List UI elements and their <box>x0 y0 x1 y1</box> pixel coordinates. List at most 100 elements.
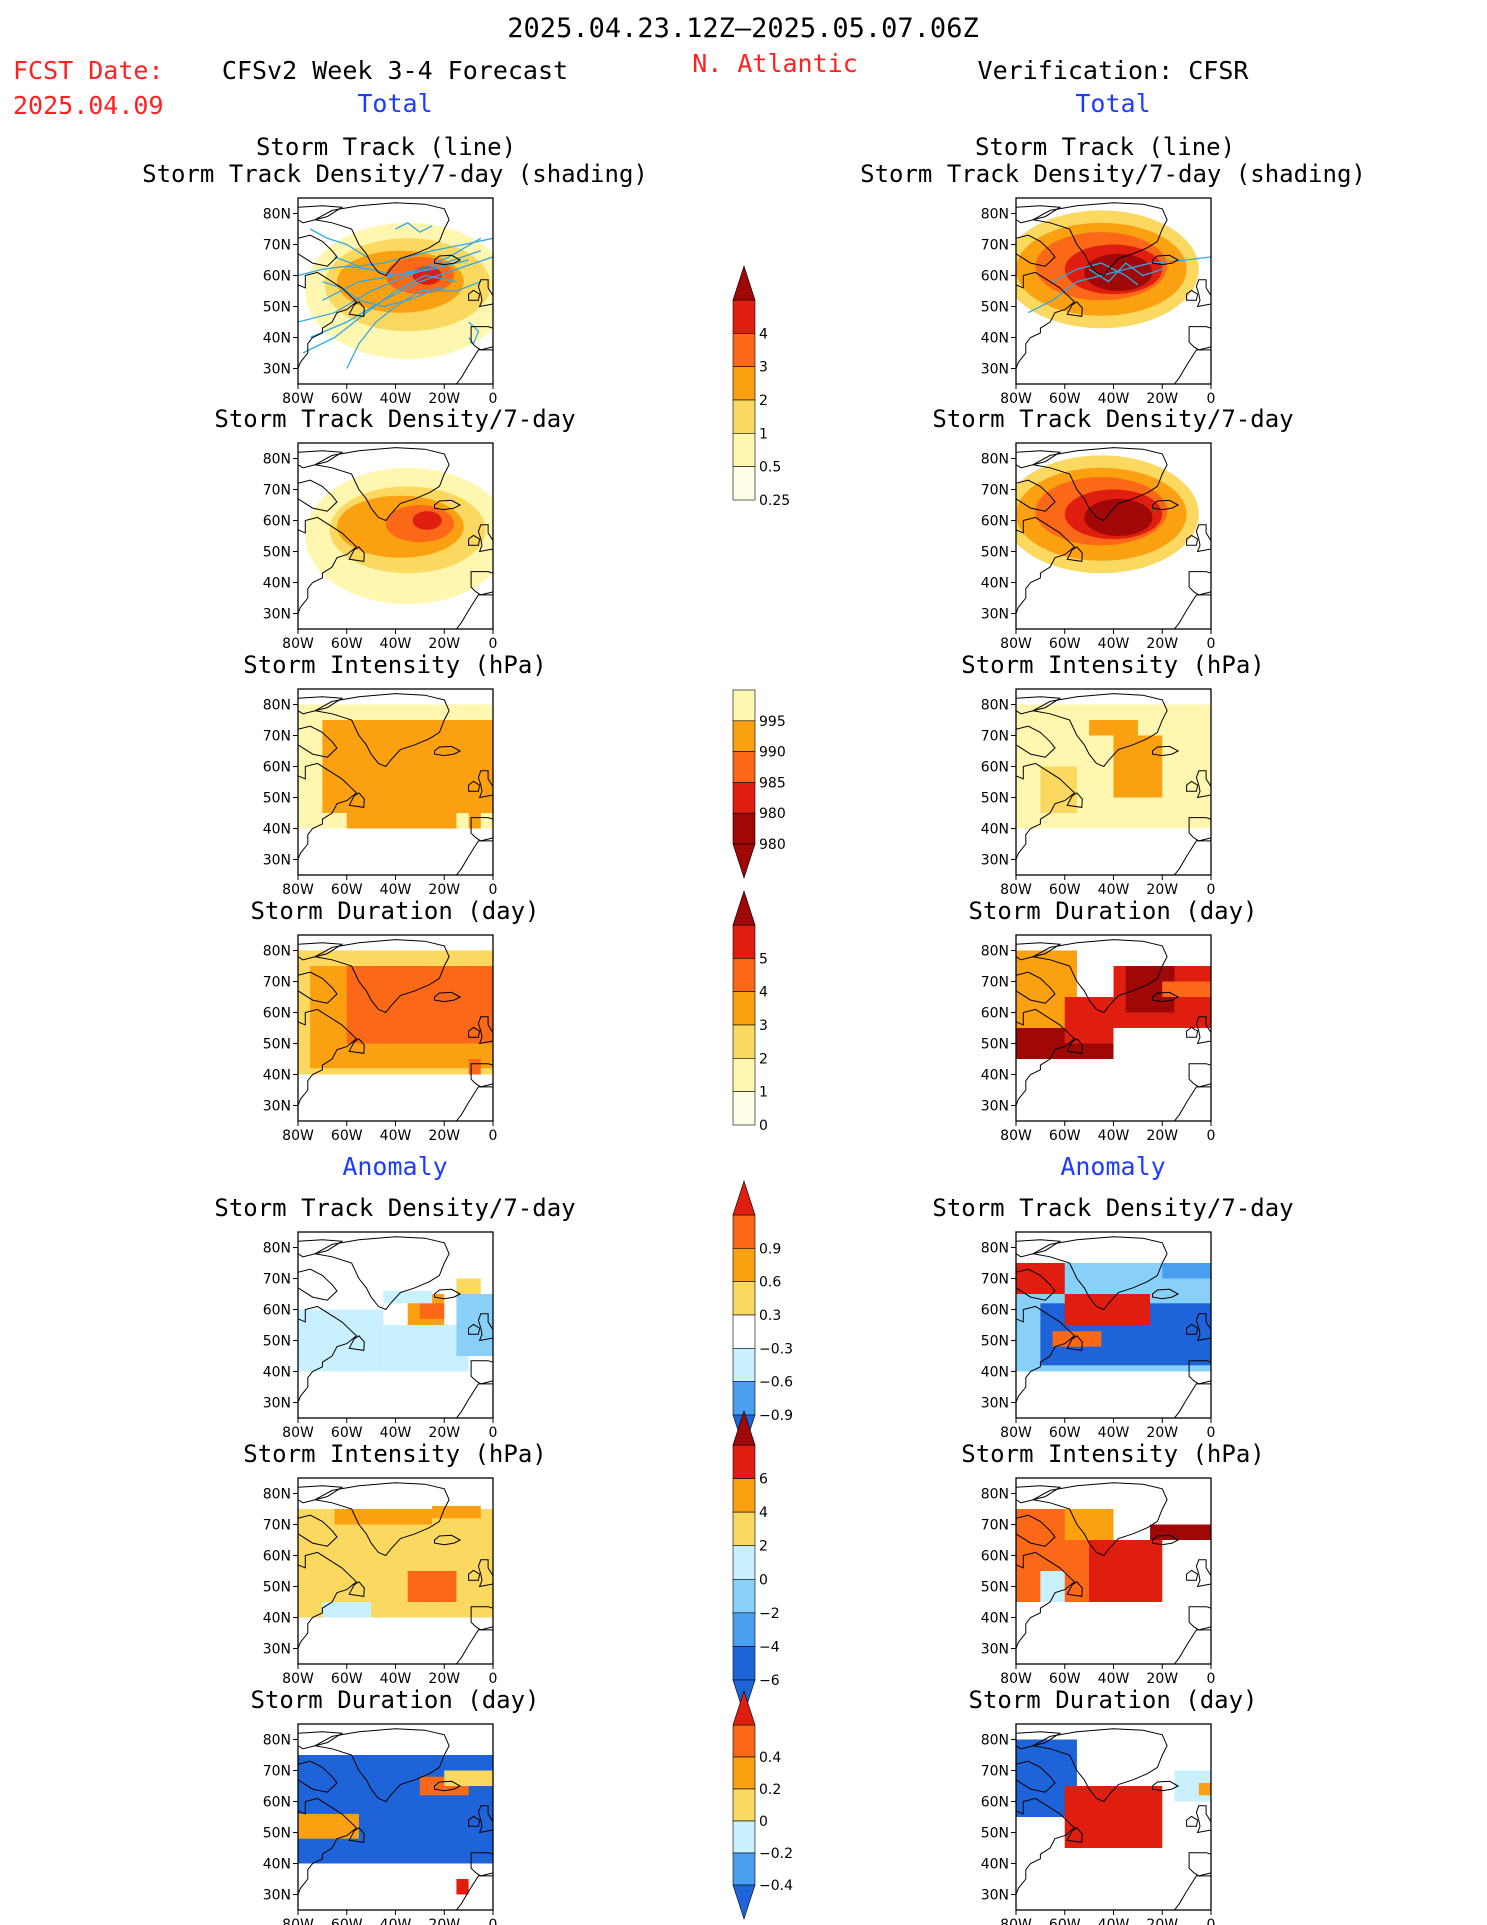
coastline <box>1066 546 1083 562</box>
coastline <box>298 1731 344 1750</box>
anom-intensity-map-cfsr: 80N 70N 60N 50N 40N 30N 80W 60W 40W 20W 0 <box>981 1477 1215 1687</box>
colorbar-segment <box>732 1756 756 1790</box>
coastline <box>298 1481 358 1649</box>
coastline <box>1016 201 1076 369</box>
colorbar-label: −2 <box>759 1606 780 1622</box>
coastline <box>313 939 450 1014</box>
colorbar-label: 0.5 <box>759 460 781 476</box>
anom-intensity-title-right: Storm Intensity (hPa) <box>961 1440 1264 1468</box>
colorbar-duration-total: 5 4 3 2 1 0 <box>732 890 768 1134</box>
duration-cell <box>1162 981 1211 997</box>
colorbar-label: 980 <box>759 837 786 853</box>
coastline <box>1186 1026 1199 1038</box>
lon-tick-label: 0 <box>1207 1128 1216 1144</box>
storm-track-line <box>298 250 482 323</box>
coastline <box>1173 1629 1211 1664</box>
fcst-date-value: 2025.04.09 <box>13 91 164 120</box>
storm-track-line <box>298 237 482 277</box>
coastline <box>477 1805 493 1834</box>
coastline <box>1188 817 1211 842</box>
lon-tick-label: 40W <box>1098 1425 1130 1441</box>
colorbar-segment <box>732 1852 756 1886</box>
lon-tick-label: 20W <box>428 1425 460 1441</box>
coastline <box>298 479 338 512</box>
coastline <box>1016 1727 1076 1895</box>
density-title-left: Storm Track Density/7-day <box>214 405 575 433</box>
lon-tick-label: 40W <box>380 882 412 898</box>
lat-tick-label: 50N <box>263 1580 291 1596</box>
lat-tick-label: 50N <box>981 300 1009 316</box>
coastline <box>470 1360 493 1385</box>
coastline <box>434 254 462 266</box>
coastline <box>348 1827 365 1843</box>
lon-tick-label: 60W <box>331 636 363 652</box>
intensity-cell <box>346 813 396 829</box>
anomaly-cell <box>298 1509 493 1618</box>
lat-tick-label: 70N <box>981 1272 1009 1288</box>
intensity-title-right: Storm Intensity (hPa) <box>961 651 1264 679</box>
storm-track-line <box>395 222 433 233</box>
anom-intensity-title-left: Storm Intensity (hPa) <box>243 1440 546 1468</box>
coastline <box>298 692 358 860</box>
colorbar-label: 0 <box>759 1814 768 1830</box>
lat-tick-label: 50N <box>981 1037 1009 1053</box>
colorbar-segment <box>732 720 756 752</box>
lon-tick-label: 40W <box>1098 391 1130 407</box>
colorbar-duration-anom: 0.4 0.2 0 −0.2 −0.4 <box>732 1690 793 1920</box>
coastline <box>1186 1815 1199 1827</box>
colorbar-label: 2 <box>759 393 768 409</box>
lon-tick-label: 0 <box>1207 391 1216 407</box>
lat-tick-label: 40N <box>981 1068 1009 1084</box>
coastline <box>298 1239 344 1258</box>
coastline <box>1016 1239 1062 1258</box>
lon-tick-label: 0 <box>489 391 498 407</box>
colorbar-label: 0 <box>759 1572 768 1588</box>
lat-tick-label: 70N <box>981 1764 1009 1780</box>
lon-tick-label: 0 <box>1207 1917 1216 1925</box>
lon-tick-label: 80W <box>1000 1128 1032 1144</box>
anomaly-cell <box>334 1509 433 1525</box>
lon-tick-label: 80W <box>282 391 314 407</box>
colorbar-segment <box>732 333 756 367</box>
coastline <box>455 840 493 875</box>
lon-tick-label: 0 <box>1207 1425 1216 1441</box>
lon-tick-label: 20W <box>1146 1671 1178 1687</box>
colorbar-label: 4 <box>759 985 768 1001</box>
lat-tick-label: 60N <box>981 514 1009 530</box>
lon-tick-label: 20W <box>1146 882 1178 898</box>
lon-tick-label: 40W <box>380 636 412 652</box>
coastline <box>1186 1569 1199 1581</box>
anomaly-cell <box>456 1879 469 1895</box>
anomaly-cell <box>1052 1331 1102 1347</box>
lon-tick-label: 20W <box>1146 636 1178 652</box>
lat-tick-label: 50N <box>263 300 291 316</box>
lon-tick-label: 20W <box>1146 1128 1178 1144</box>
anom-density-map-forecast: 80N 70N 60N 50N 40N 30N 80W 60W 40W 20W 0 <box>263 1231 497 1441</box>
colorbar-label: 995 <box>759 714 786 730</box>
colorbar-label: 0.25 <box>759 493 790 509</box>
colorbar-segment <box>732 1478 756 1513</box>
coastline <box>1152 254 1180 266</box>
lat-tick-label: 70N <box>263 975 291 991</box>
colorbar-segment <box>732 958 756 992</box>
lon-tick-label: 80W <box>282 636 314 652</box>
lon-tick-label: 80W <box>1000 636 1032 652</box>
coastline <box>434 1288 462 1300</box>
lat-tick-label: 70N <box>981 1518 1009 1534</box>
coastline <box>1016 446 1076 614</box>
lat-tick-label: 60N <box>981 1795 1009 1811</box>
lat-tick-label: 40N <box>263 1365 291 1381</box>
coastline <box>298 696 344 715</box>
coastline <box>1016 1485 1062 1504</box>
coastline <box>313 202 450 277</box>
anomaly-cell <box>419 1303 445 1319</box>
density-map-forecast: 80N 70N 60N 50N 40N 30N 80W 60W 40W 20W 0 <box>263 442 497 652</box>
colorbar-label: 1 <box>759 1085 768 1101</box>
lat-tick-label: 40N <box>981 1611 1009 1627</box>
lat-tick-label: 40N <box>263 822 291 838</box>
colorbar-label: 2 <box>759 1051 768 1067</box>
lat-tick-label: 60N <box>981 1303 1009 1319</box>
lat-tick-label: 70N <box>263 238 291 254</box>
colorbar-segment <box>732 1091 756 1126</box>
coastline <box>1186 1323 1199 1335</box>
